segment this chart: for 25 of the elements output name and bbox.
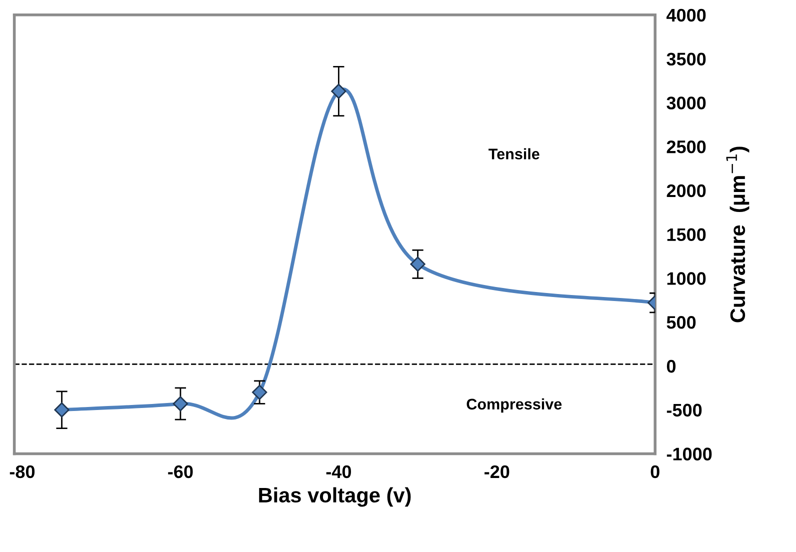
point [252, 384, 268, 400]
y-tick-label: -1000 [666, 448, 712, 460]
x-tick-label: -20 [484, 465, 510, 478]
annotation: Compressive [466, 398, 562, 413]
y-tick-label: 1000 [667, 272, 706, 285]
y-tick-label: 4000 [666, 8, 706, 22]
y-tick-label: 2000 [666, 184, 706, 198]
y-tick-label: 0 [666, 360, 676, 373]
y-tick-label: 3000 [666, 96, 706, 110]
point [172, 396, 188, 412]
x-tick-label: 0 [650, 465, 660, 478]
point [331, 84, 346, 99]
x-axis-title: Bias voltage (v) [259, 487, 411, 507]
annotation: Tensile [488, 148, 540, 160]
y-axis-title: Curvature (μm$^{−1}$) [726, 146, 750, 322]
y-tick-label: 2500 [666, 140, 706, 154]
y-tick-label: 3500 [666, 52, 706, 66]
y-tick-label: 1500 [667, 228, 706, 242]
y-tick-label: 500 [666, 316, 696, 329]
x-tick-label: -40 [326, 465, 351, 478]
point [54, 402, 70, 418]
x-tick-label: -80 [10, 465, 35, 478]
y-tick-label: -500 [666, 404, 702, 417]
point [410, 256, 426, 272]
x-tick-label: -60 [168, 465, 193, 478]
